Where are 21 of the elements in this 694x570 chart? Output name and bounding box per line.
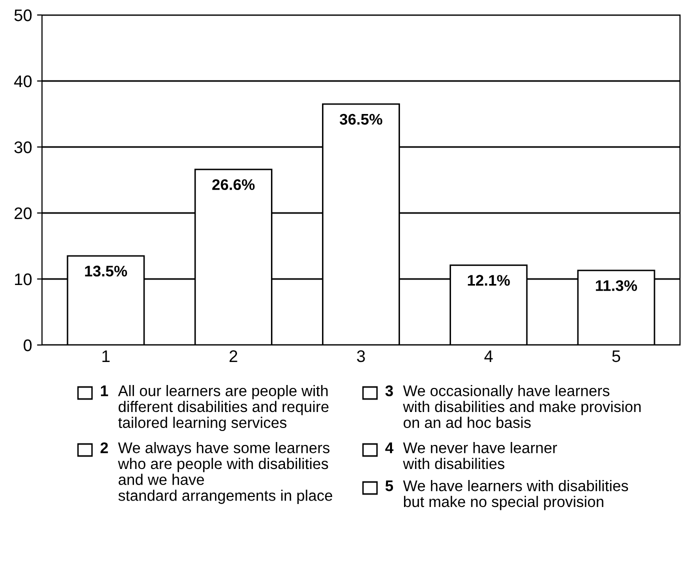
- text: 5 We have learners with disabilities but make no special provision: [385, 480, 628, 510]
- text: 3 We occasionally have learners with disabilities and make provision on an ad hoc basis: [385, 385, 641, 428]
- data-label: 13.5%: [85, 266, 128, 277]
- text: 2 We always have some learners who are people with disabilities and we have standard arrangements in place: [100, 442, 332, 504]
- y-tick-label: 20: [14, 207, 32, 220]
- data-label: 36.5%: [340, 114, 382, 125]
- x-tick-label: 1: [102, 350, 110, 362]
- x-tick-label: 3: [357, 350, 365, 362]
- x-tick-label: 4: [484, 350, 493, 362]
- text: 1 All our learners are people with different disabilities and require tailored learning services: [100, 385, 329, 432]
- x-tick-label: 5: [612, 350, 620, 362]
- data-label: 11.3%: [596, 280, 638, 292]
- data-label: 26.6%: [212, 179, 255, 190]
- y-tick-label: 50: [14, 9, 32, 22]
- text: 4 We never have learner with disabilities: [385, 442, 558, 470]
- x-tick-label: 2: [230, 350, 238, 362]
- y-tick-label: 30: [14, 141, 32, 154]
- y-tick-label: 40: [14, 75, 32, 88]
- data-label: 12.1%: [468, 274, 510, 286]
- y-tick-label: 0: [24, 339, 32, 352]
- y-tick-label: 10: [15, 273, 32, 286]
